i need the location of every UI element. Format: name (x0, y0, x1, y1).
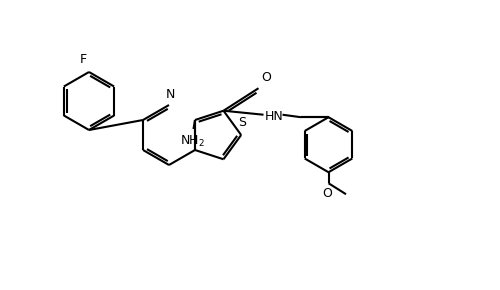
Text: S: S (238, 116, 246, 129)
Text: F: F (80, 53, 86, 66)
Text: O: O (322, 187, 332, 200)
Text: N: N (166, 88, 174, 101)
Text: O: O (261, 71, 271, 84)
Text: NH$_2$: NH$_2$ (180, 134, 205, 149)
Text: HN: HN (264, 110, 283, 123)
